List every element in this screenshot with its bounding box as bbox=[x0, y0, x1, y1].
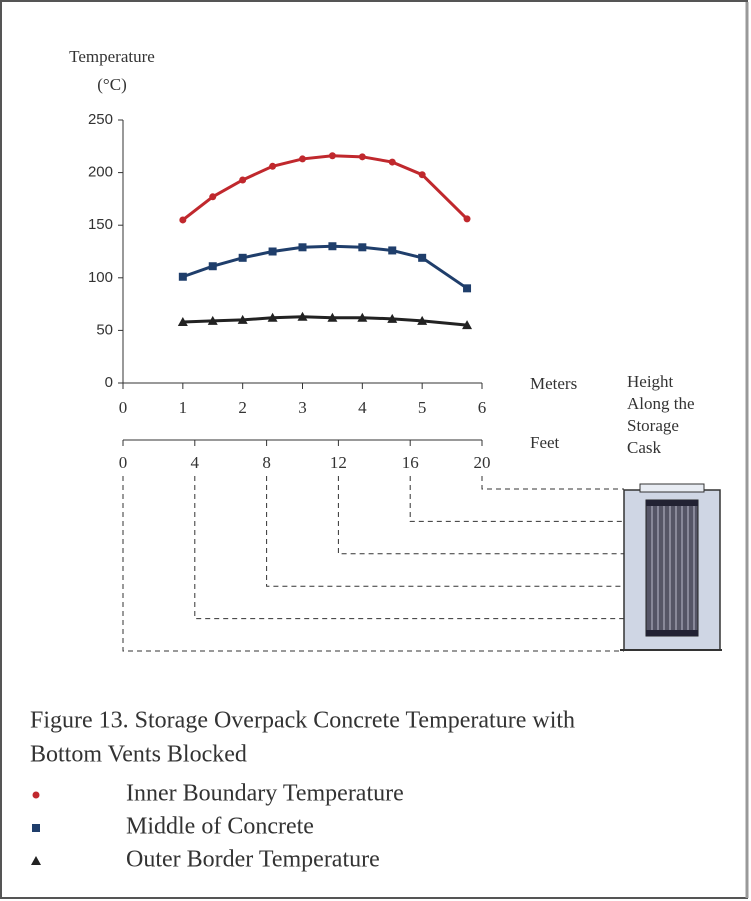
x2-tick-label: 20 bbox=[474, 453, 491, 472]
data-point bbox=[328, 242, 337, 251]
data-point bbox=[178, 272, 187, 281]
x-tick-label: 2 bbox=[238, 398, 247, 417]
x2-tick-label: 16 bbox=[402, 453, 419, 472]
data-point bbox=[177, 316, 188, 326]
leader-line bbox=[481, 476, 624, 490]
y-tick-label: 50 bbox=[96, 321, 113, 338]
data-point bbox=[357, 312, 368, 322]
data-point bbox=[269, 162, 277, 170]
data-point bbox=[268, 247, 277, 256]
data-point bbox=[179, 216, 187, 224]
data-point bbox=[358, 153, 366, 161]
series-line bbox=[181, 154, 469, 222]
x2-tick-label: 12 bbox=[330, 453, 347, 472]
x-tick-label: 1 bbox=[179, 398, 188, 417]
x-tick-label: 5 bbox=[418, 398, 427, 417]
data-point bbox=[209, 193, 217, 201]
data-point bbox=[418, 253, 427, 262]
legend-marker bbox=[32, 824, 40, 832]
data-point bbox=[388, 158, 396, 166]
data-point bbox=[299, 155, 306, 163]
cask-label: Height bbox=[627, 372, 674, 391]
y-tick-label: 250 bbox=[88, 111, 113, 128]
data-point bbox=[417, 315, 428, 325]
x2-tick-label: 0 bbox=[119, 453, 128, 472]
series-line bbox=[182, 244, 468, 290]
y-axis-label: (°C) bbox=[97, 75, 126, 94]
y-tick-label: 150 bbox=[88, 216, 113, 233]
x-tick-label: 6 bbox=[478, 398, 487, 417]
storage-cask bbox=[620, 483, 722, 651]
data-point bbox=[358, 243, 367, 252]
data-point bbox=[298, 243, 307, 252]
cask-label: Along the bbox=[627, 394, 695, 413]
data-point bbox=[208, 262, 217, 271]
leader-line bbox=[122, 476, 624, 652]
data-point bbox=[237, 314, 248, 324]
y-axis-label: Temperature bbox=[69, 47, 155, 66]
y-tick-label: 0 bbox=[105, 374, 113, 391]
x2-axis-label: Feet bbox=[530, 433, 560, 452]
data-point bbox=[463, 284, 472, 293]
leader-line bbox=[409, 476, 624, 522]
cask-label: Storage bbox=[627, 416, 679, 435]
data-point bbox=[387, 313, 398, 323]
data-point bbox=[238, 253, 247, 262]
data-point bbox=[388, 246, 397, 255]
x-tick-label: 0 bbox=[119, 398, 128, 417]
data-point bbox=[297, 311, 308, 321]
leader-line bbox=[266, 476, 624, 587]
series-line bbox=[182, 315, 468, 327]
caption: Figure 13. Storage Overpack Concrete Tem… bbox=[30, 708, 575, 734]
x-axis-label: Meters bbox=[530, 374, 577, 393]
legend-label: Outer Border Temperature bbox=[126, 847, 380, 873]
data-point bbox=[267, 312, 278, 322]
legend-label: Inner Boundary Temperature bbox=[126, 781, 404, 807]
x2-tick-label: 4 bbox=[191, 453, 200, 472]
y-tick-label: 100 bbox=[88, 269, 113, 286]
legend-marker bbox=[32, 791, 40, 799]
data-point bbox=[462, 320, 473, 330]
y-tick-label: 200 bbox=[88, 164, 113, 181]
data-point bbox=[207, 315, 218, 325]
x2-tick-label: 8 bbox=[262, 453, 271, 472]
data-point bbox=[463, 215, 471, 223]
data-point bbox=[327, 312, 338, 322]
legend-label: Middle of Concrete bbox=[126, 814, 314, 840]
cask-label: Cask bbox=[627, 438, 662, 457]
x-tick-label: 3 bbox=[298, 398, 307, 417]
leader-line bbox=[194, 476, 624, 620]
data-point bbox=[239, 176, 247, 184]
data-point bbox=[418, 171, 426, 179]
legend-marker bbox=[31, 856, 41, 865]
caption: Bottom Vents Blocked bbox=[30, 742, 247, 768]
data-point bbox=[328, 152, 336, 160]
x-tick-label: 4 bbox=[358, 398, 367, 417]
